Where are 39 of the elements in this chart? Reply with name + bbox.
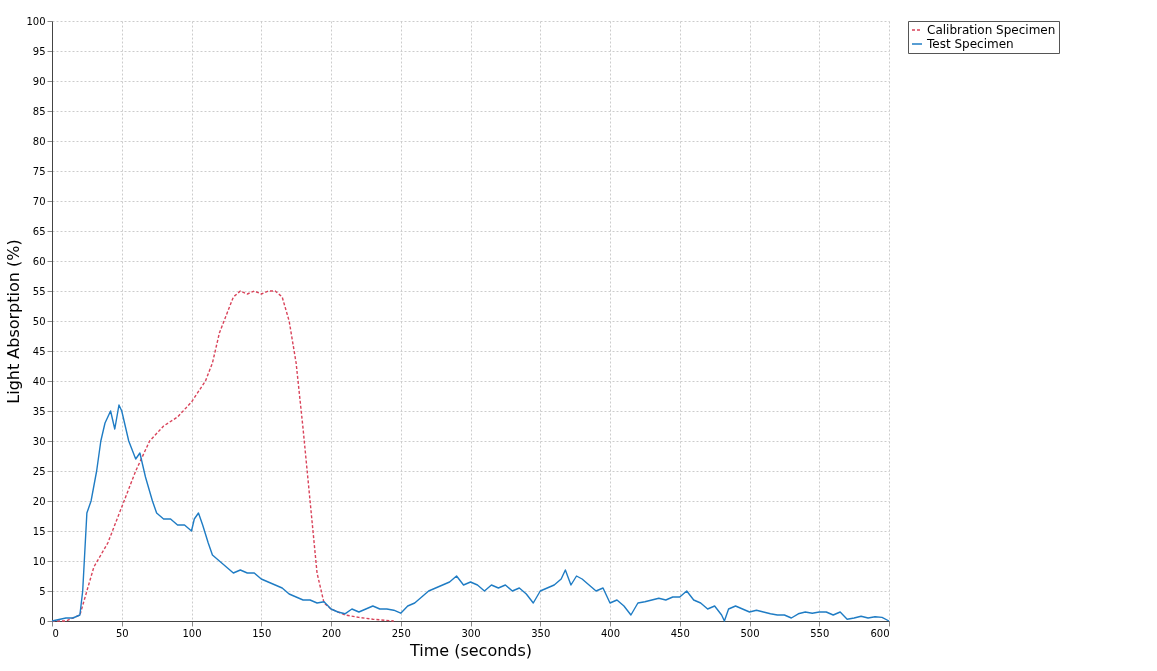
line-series [51,290,395,622]
x-axis-title: Time (seconds) [408,640,533,660]
y-tick-label: 60 [32,255,46,267]
y-tick-label: 35 [32,405,46,417]
y-tick-label: 45 [32,345,46,357]
y-tick-label: 5 [39,585,46,597]
y-tick-label: 20 [32,495,46,507]
y-tick-label: 10 [32,555,46,567]
x-tick-label: 350 [531,627,551,639]
x-tick-label: 200 [321,627,342,639]
y-tick-label: 25 [32,465,46,477]
y-tick-label: 95 [32,45,46,57]
y-tick-label: 0 [39,615,46,627]
x-tick-label: 500 [740,627,760,639]
y-tick-label: 55 [32,285,46,297]
x-tick-label: 600 [870,627,890,639]
x-tick-label: 400 [600,627,621,639]
legend-label: Test Specimen [926,37,1014,51]
y-tick-label: 90 [32,75,46,87]
y-tick-label: 80 [32,135,46,147]
y-tick-label: 40 [32,375,46,387]
y-tick-label: 30 [32,435,46,447]
x-tick-label: 300 [461,627,481,639]
y-tick-label: 70 [32,195,46,207]
x-tick-label: 150 [252,627,272,639]
y-axis-title: Light Absorption (%) [4,239,24,404]
y-tick-label: 85 [32,105,46,117]
x-tick-label: 250 [391,627,411,639]
x-tick-label: 450 [670,627,690,639]
legend-label: Calibration Specimen [927,23,1056,37]
y-tick-label: 65 [32,225,46,237]
x-tick-label: 0 [52,627,59,639]
y-tick-label: 100 [26,15,46,27]
x-tick-label: 100 [182,627,202,639]
y-tick-label: 15 [32,525,46,537]
x-tick-label: 550 [810,627,830,639]
y-tick-label: 50 [32,315,46,327]
y-tick-label: 75 [32,165,46,177]
x-tick-label: 50 [115,627,129,639]
